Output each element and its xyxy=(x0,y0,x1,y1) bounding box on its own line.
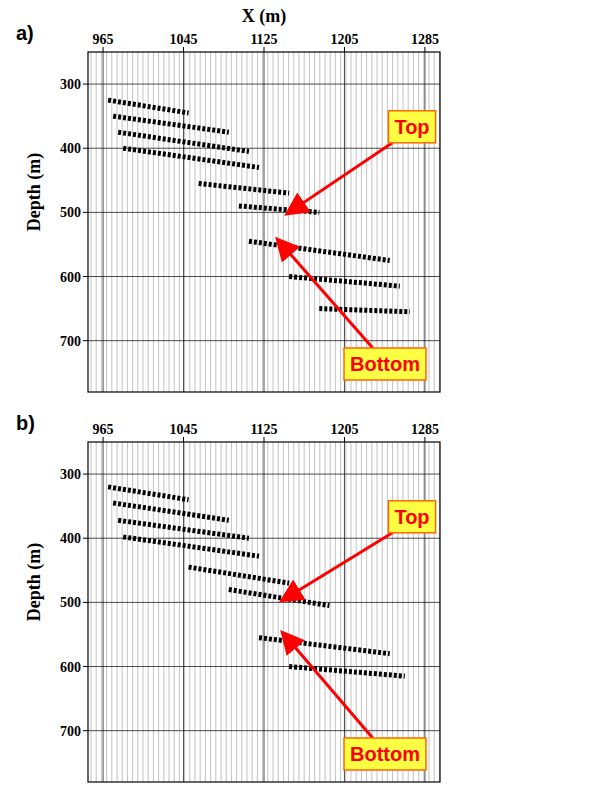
x-tick-label: 965 xyxy=(93,422,114,437)
tick xyxy=(103,437,104,442)
reflector xyxy=(113,503,229,520)
grid-line xyxy=(264,442,265,782)
annotation-arrow xyxy=(279,241,373,348)
tick xyxy=(83,474,88,475)
y-axis-title: Depth (m) xyxy=(24,543,45,622)
reflector xyxy=(319,309,410,312)
grid-line xyxy=(264,52,265,392)
panel-label: a) xyxy=(16,22,34,44)
tick xyxy=(183,437,184,442)
annotation-text: Bottom xyxy=(350,743,420,765)
reflector xyxy=(108,487,188,500)
y-tick-label: 600 xyxy=(60,660,81,675)
annotation-arrow xyxy=(289,143,392,213)
reflector xyxy=(289,277,400,287)
grid-line xyxy=(424,442,425,782)
tick xyxy=(183,47,184,52)
reflector xyxy=(229,590,330,606)
x-tick-label: 1125 xyxy=(250,422,277,437)
grid-line xyxy=(424,52,425,392)
y-tick-label: 300 xyxy=(60,77,81,92)
annotation-text: Top xyxy=(394,116,429,138)
tick xyxy=(83,148,88,149)
frame xyxy=(88,442,440,782)
tick xyxy=(424,437,425,442)
tick xyxy=(83,340,88,341)
x-tick-label: 1045 xyxy=(170,422,198,437)
tick xyxy=(264,437,265,442)
reflector xyxy=(113,116,229,132)
annotation-arrow xyxy=(284,634,373,738)
tick xyxy=(424,47,425,52)
tick xyxy=(344,437,345,442)
annotation-box xyxy=(388,111,435,143)
frame xyxy=(88,52,440,392)
x-tick-label: 1045 xyxy=(170,32,198,47)
y-tick-label: 700 xyxy=(60,724,81,739)
panel: 965 1045 1125 1205 1285 300 400 500 600 700 X (m) D… xyxy=(16,6,440,392)
grid-line xyxy=(344,442,345,782)
y-tick-label: 500 xyxy=(60,595,81,610)
panel-label: b) xyxy=(16,412,35,434)
grid-line xyxy=(344,52,345,392)
tick xyxy=(264,47,265,52)
tick xyxy=(83,276,88,277)
tick xyxy=(83,212,88,213)
annotation-box xyxy=(344,738,426,770)
reflector xyxy=(189,567,290,583)
reflectors xyxy=(108,100,410,312)
reflector xyxy=(289,667,405,677)
reflector xyxy=(249,241,390,260)
y-tick-label: 400 xyxy=(60,141,81,156)
grid-line xyxy=(103,52,104,392)
y-axis-title: Depth (m) xyxy=(24,153,45,232)
panel: 965 1045 1125 1205 1285 300 400 500 600 700 Depth … xyxy=(16,412,440,782)
reflector xyxy=(239,206,319,212)
annotation-box xyxy=(344,348,426,380)
x-tick-label: 965 xyxy=(93,32,114,47)
x-tick-label: 1205 xyxy=(330,422,358,437)
y-tick-label: 700 xyxy=(60,334,81,349)
reflectors xyxy=(108,487,405,676)
tick xyxy=(83,602,88,603)
tick xyxy=(83,730,88,731)
x-tick-label: 1125 xyxy=(250,32,277,47)
x-tick-label: 1285 xyxy=(411,422,439,437)
annotation-text: Top xyxy=(394,506,429,528)
annotation-arrow xyxy=(284,533,392,599)
y-tick-label: 600 xyxy=(60,270,81,285)
reflector xyxy=(108,100,188,113)
grid-line xyxy=(183,52,184,392)
x-tick-label: 1285 xyxy=(411,32,439,47)
x-axis-title: X (m) xyxy=(242,6,286,27)
grid-line xyxy=(183,442,184,782)
grid-line xyxy=(103,442,104,782)
tick xyxy=(344,47,345,52)
annotation-box xyxy=(388,501,435,533)
reflector xyxy=(118,520,249,538)
reflector xyxy=(123,537,259,556)
y-tick-label: 500 xyxy=(60,205,81,220)
y-tick-label: 400 xyxy=(60,531,81,546)
figure: 965 1045 1125 1205 1285 300 400 500 600 700 X (m) D… xyxy=(0,0,589,795)
tick xyxy=(103,47,104,52)
tick xyxy=(83,84,88,85)
tick xyxy=(83,666,88,667)
reflector xyxy=(259,638,390,654)
tick xyxy=(83,538,88,539)
x-tick-label: 1205 xyxy=(330,32,358,47)
annotation-text: Bottom xyxy=(350,353,420,375)
reflector xyxy=(123,148,259,167)
y-tick-label: 300 xyxy=(60,467,81,482)
reflector xyxy=(118,132,249,151)
reflector xyxy=(199,184,290,194)
